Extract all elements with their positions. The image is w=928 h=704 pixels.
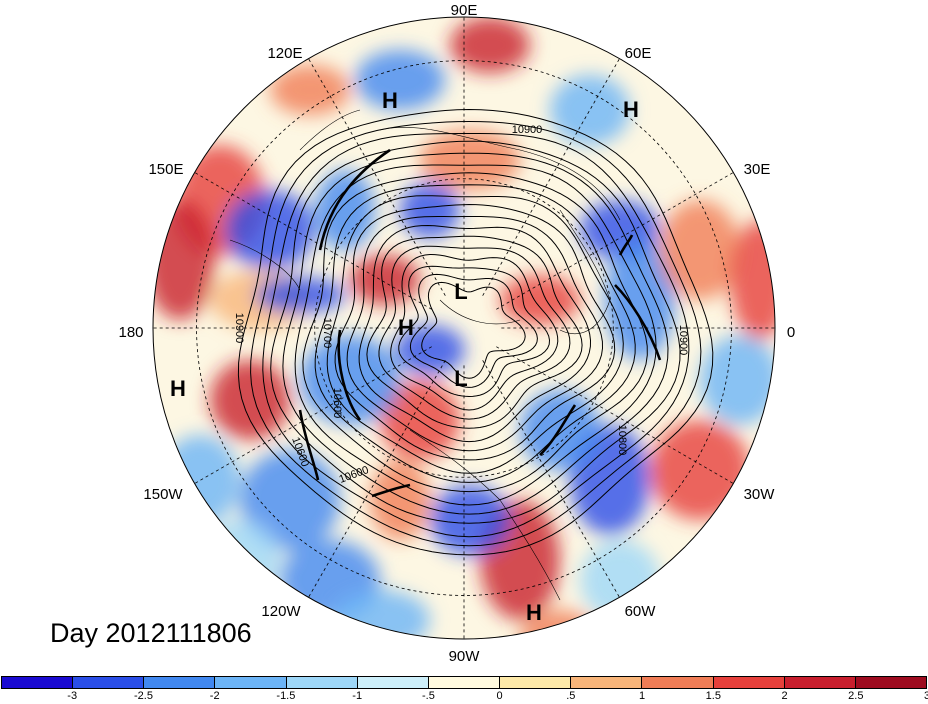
height-contour (409, 273, 538, 388)
lon-label: 180 (118, 324, 143, 341)
jet-streak (318, 148, 391, 251)
graticule (153, 17, 775, 639)
lon-label: 90W (449, 648, 481, 665)
meridian-line (482, 360, 620, 598)
colorbar-swatch (144, 677, 216, 688)
pressure-label-high-pacific: H (170, 376, 186, 401)
colorbar-swatch (2, 677, 74, 688)
lon-label: 60E (625, 45, 652, 62)
colorbar-tick-label: 2.5 (848, 690, 864, 702)
height-contour (282, 152, 669, 515)
meridian-line (194, 346, 432, 484)
pressure-label-high-caribbean: H (526, 600, 542, 625)
colorbar-tick-label: -2 (209, 690, 220, 702)
colorbar-tick-label: -3 (67, 690, 78, 702)
colorbar-swatch (571, 677, 643, 688)
contour-label: 10600 (331, 388, 343, 419)
height-contour (421, 281, 526, 379)
meridian-line (496, 172, 734, 310)
meridian-line (482, 58, 620, 296)
contour-label: 10900 (512, 124, 543, 136)
colorbar (1, 676, 927, 689)
lon-label: 150E (148, 161, 183, 178)
colorbar-tick-label: -1.5 (276, 690, 296, 702)
colorbar-swatch (642, 677, 714, 688)
latitude-circle (314, 178, 614, 478)
contour-label: 10700 (321, 318, 333, 349)
colorbar-tick-label: .5 (566, 690, 576, 702)
colorbar-tick-label: 0 (496, 690, 503, 702)
meridian-line (308, 360, 446, 598)
colorbar-tick-label: 3 (923, 690, 928, 702)
colorbar-swatch (215, 677, 287, 688)
lon-label: 60W (625, 603, 657, 620)
latitude-circle (196, 60, 732, 596)
contour-label: 10800 (616, 425, 628, 456)
jet-streak (371, 483, 411, 498)
colorbar-swatch (73, 677, 145, 688)
pressure-label-high-europe-north: H (623, 97, 639, 122)
height-contour (262, 133, 690, 538)
colorbar-tick-label: 1 (639, 690, 646, 702)
jet-streak (337, 329, 362, 421)
colorbar-swatch (784, 677, 856, 688)
height-contour (334, 203, 616, 461)
date-title: Day 2012111806 (50, 618, 252, 648)
colorbar-labels: -3 -2.5 -2 -1.5 -1 -.5 0 .5 1 1.5 2 2.5 3 (0, 690, 928, 704)
meridian-line (194, 172, 432, 310)
coastline (299, 109, 361, 151)
colorbar-swatch (286, 677, 358, 688)
height-contour (346, 216, 604, 452)
lon-label: 30W (744, 486, 776, 503)
colorbar-tick-label: -1 (352, 690, 363, 702)
lon-label: 120E (267, 45, 302, 62)
colorbar-swatch (855, 677, 927, 688)
height-contour (326, 195, 624, 474)
pressure-label-low-canada: L (454, 366, 467, 391)
map-boundary (152, 16, 776, 640)
pressure-label-high-east-asia: H (382, 88, 398, 113)
colorbar-swatch (713, 677, 785, 688)
colorbar-swatch (500, 677, 572, 688)
colorbar-swatch (357, 677, 429, 688)
meridian-line (308, 58, 446, 296)
height-contour (398, 265, 551, 398)
jet-streak (614, 284, 662, 361)
height-contour (270, 140, 681, 524)
jet-streak (618, 234, 634, 256)
coastline (229, 239, 301, 291)
lon-label: 0 (787, 324, 795, 341)
contour-label: 10900 (677, 325, 689, 356)
jet-streak (298, 409, 320, 481)
meridian-line (496, 346, 734, 484)
colorbar-tick-label: 1.5 (705, 690, 721, 702)
jet-streak (539, 404, 577, 456)
colorbar-tick-label: -.5 (421, 690, 435, 702)
lon-label: 90E (451, 2, 478, 19)
colorbar-tick-label: -2.5 (134, 690, 153, 702)
pressure-system-labels: H H L H L H H (170, 88, 639, 625)
lon-label: 150W (143, 486, 183, 503)
contour-label: 10900 (233, 313, 245, 344)
pressure-label-low-arctic: L (454, 279, 467, 304)
lon-label: 30E (744, 161, 771, 178)
height-contour (390, 253, 559, 411)
coastline (379, 127, 621, 221)
coastline (439, 299, 521, 325)
longitude-labels: 90E 60E 30E 0 30W 60W 90W 120W 150W 180 150E 120E (118, 2, 795, 665)
lon-label: 120W (261, 603, 301, 620)
pressure-label-high-beaufort: H (398, 315, 414, 340)
colorbar-tick-label: 2 (781, 690, 788, 702)
colorbar-swatch (428, 677, 501, 688)
